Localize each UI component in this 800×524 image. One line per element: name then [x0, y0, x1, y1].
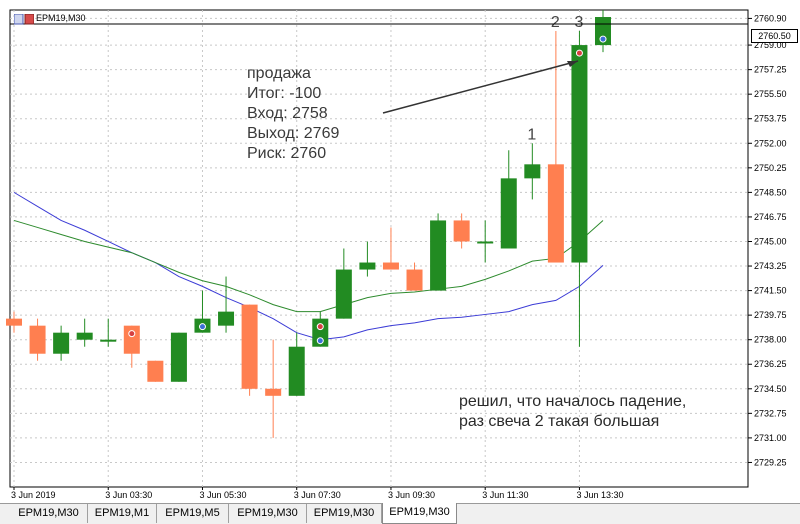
annotation-arrow: [382, 60, 579, 114]
candle-body: [430, 220, 447, 291]
x-axis-tick-label: 3 Jun 03:30: [105, 490, 152, 500]
buy-marker-icon: [198, 323, 206, 331]
candle-body: [76, 332, 93, 340]
moving-average-fast-line: [13, 219, 604, 313]
current-price-label: 2760.50: [751, 29, 798, 43]
chart-tab[interactable]: EPM19,M30: [10, 504, 88, 523]
chart-tab[interactable]: EPM19,M30: [229, 504, 307, 523]
price-chart[interactable]: 2760.90 2759.00 2757.25 2755.50 2753.75 2752.…: [0, 0, 800, 503]
y-axis-tick-label: 2731.00: [754, 433, 787, 443]
chart-tab-active[interactable]: EPM19,M30: [382, 503, 457, 524]
y-axis-tick-label: 2752.00: [754, 138, 787, 148]
candle-body: [53, 332, 70, 354]
chart-window-icons: [13, 12, 35, 25]
candle-body: [406, 269, 423, 291]
candle-body: [29, 325, 46, 354]
chart-tab[interactable]: EPM19,M5: [157, 504, 229, 523]
candle-body: [500, 178, 517, 249]
y-axis-tick-label: 2750.25: [754, 163, 787, 173]
y-axis-tick-label: 2753.75: [754, 114, 787, 124]
x-axis-tick-label: 3 Jun 13:30: [576, 490, 623, 500]
candle-body: [477, 241, 494, 244]
annotation-arrowhead-icon: [567, 61, 578, 67]
x-axis-tick-label: 3 Jun 2019: [11, 490, 56, 500]
candle-number-label: 2: [551, 14, 560, 31]
candle-body: [524, 164, 541, 179]
y-axis-tick-label: 2743.25: [754, 261, 787, 271]
y-axis-tick-label: 2732.75: [754, 408, 787, 418]
y-axis-tick-label: 2755.50: [754, 89, 787, 99]
trade-comment-line: решил, что началось падение,: [459, 393, 687, 410]
chart-tab-bar: EPM19,M30 EPM19,M1 EPM19,M5 EPM19,M30 EP…: [0, 503, 800, 524]
candle-body: [547, 164, 564, 263]
candle-number-label: 3: [574, 14, 583, 31]
sell-marker-icon: [575, 49, 583, 57]
y-axis-tick-label: 2748.50: [754, 187, 787, 197]
candle-body: [123, 325, 140, 354]
y-axis-tick-label: 2746.75: [754, 212, 787, 222]
buy-marker-icon: [599, 35, 607, 43]
trade-note-line: Вход: 2758: [247, 105, 328, 122]
y-axis-tick-label: 2734.50: [754, 384, 787, 394]
chart-symbol-title: EPM19,M30: [36, 13, 86, 23]
candle-body: [571, 45, 588, 263]
trade-note-line: Риск: 2760: [247, 145, 327, 162]
trade-comment-line: раз свеча 2 такая большая: [459, 413, 660, 430]
trade-note-line: продажа: [247, 65, 311, 82]
chart-tab[interactable]: EPM19,M30: [307, 504, 382, 523]
candle-body: [288, 346, 305, 396]
x-axis-tick-label: 3 Jun 11:30: [482, 490, 528, 500]
x-axis-tick-label: 3 Jun 09:30: [388, 490, 435, 500]
moving-average-slow-line: [13, 191, 604, 341]
candle-body: [241, 304, 258, 389]
candle-body: [265, 388, 282, 396]
plot-area: [9, 9, 749, 488]
chart-tab[interactable]: EPM19,M1: [88, 504, 157, 523]
y-axis-tick-label: 2757.25: [754, 65, 787, 75]
candle-body: [100, 339, 117, 342]
y-axis-tick-label: 2760.90: [754, 13, 787, 23]
candle-body: [147, 360, 164, 382]
candle-body: [382, 262, 399, 270]
candle-body: [453, 220, 470, 242]
y-axis-tick-label: 2729.25: [754, 457, 787, 467]
y-axis-tick-label: 2741.50: [754, 286, 787, 296]
trade-note-line: Итог: -100: [247, 85, 322, 102]
y-axis-tick-label: 2759.00: [754, 40, 787, 50]
x-axis-tick-label: 3 Jun 07:30: [294, 490, 341, 500]
candle-body: [359, 262, 376, 270]
buy-marker-icon: [316, 337, 324, 345]
trade-comment: решил, что началось падение, раз свеча 2…: [459, 392, 686, 432]
candle-number-label: 1: [527, 126, 536, 143]
y-axis-tick-label: 2745.00: [754, 236, 787, 246]
candle-body: [312, 318, 329, 347]
trade-note: продажа Итог: -100 Вход: 2758 Выход: 276…: [247, 64, 339, 164]
y-axis-tick-label: 2738.00: [754, 335, 787, 345]
x-axis-tick-label: 3 Jun 05:30: [199, 490, 246, 500]
candle-body: [170, 332, 187, 382]
trade-note-line: Выход: 2769: [247, 125, 340, 142]
candle-body: [6, 318, 22, 326]
sell-marker-icon: [128, 330, 136, 338]
y-axis-tick-label: 2739.75: [754, 310, 787, 320]
sell-marker-icon: [316, 323, 324, 331]
candle-body: [218, 311, 235, 326]
y-axis-tick-label: 2736.25: [754, 359, 787, 369]
candle-body: [335, 269, 352, 319]
